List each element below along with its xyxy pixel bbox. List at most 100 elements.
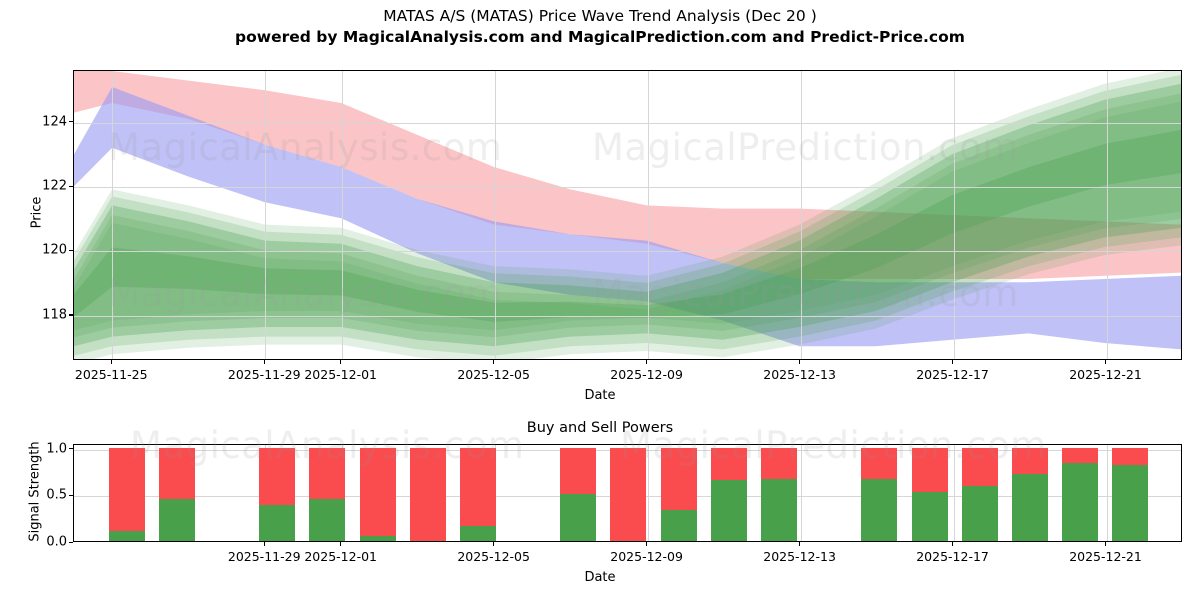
- powers-x-tick: 2025-12-01: [304, 549, 378, 564]
- powers-y-tick: 0.5: [46, 487, 67, 503]
- price-band-layer: [74, 71, 1181, 359]
- power-bar[interactable]: [309, 447, 346, 541]
- power-bar[interactable]: [1112, 447, 1149, 541]
- tick-mark: [69, 185, 73, 187]
- power-bar[interactable]: [1062, 447, 1099, 541]
- sell-power-segment: [409, 447, 446, 541]
- tick-mark: [493, 542, 495, 546]
- price-y-tick: 122: [42, 178, 67, 194]
- gridline-h: [74, 251, 1181, 253]
- price-band-3: [74, 74, 1181, 338]
- power-bar[interactable]: [560, 447, 597, 541]
- price-x-tick: 2025-12-01: [304, 367, 378, 382]
- buy-power-segment: [459, 526, 496, 541]
- gridline-v: [800, 71, 802, 359]
- price-y-axis-title: Price: [29, 196, 45, 229]
- buy-power-segment: [309, 499, 346, 541]
- power-bar[interactable]: [259, 447, 296, 541]
- tick-mark: [340, 360, 342, 364]
- tick-mark: [263, 360, 265, 364]
- power-bar[interactable]: [158, 447, 195, 541]
- sell-power-segment: [861, 447, 898, 480]
- power-bar[interactable]: [710, 447, 747, 541]
- buy-power-segment: [560, 494, 597, 541]
- sell-power-segment: [158, 447, 195, 500]
- buy-power-segment: [861, 479, 898, 541]
- power-bar[interactable]: [761, 447, 798, 541]
- gridline-v: [647, 445, 649, 541]
- power-bar[interactable]: [961, 447, 998, 541]
- price-x-tick: 2025-12-13: [763, 367, 836, 382]
- gridline-h: [74, 315, 1181, 317]
- sell-power-segment: [309, 447, 346, 500]
- power-bar[interactable]: [359, 447, 396, 541]
- price-band-3: [74, 101, 1181, 359]
- tick-mark: [69, 314, 73, 316]
- power-bar[interactable]: [660, 447, 697, 541]
- buy-power-segment: [761, 479, 798, 541]
- powers-x-tick: 2025-12-17: [916, 549, 989, 564]
- powers-x-tick: 2025-12-05: [457, 549, 530, 564]
- powers-x-tick: 2025-12-09: [610, 549, 683, 564]
- buy-power-segment: [1112, 464, 1149, 541]
- sell-power-segment: [1112, 447, 1149, 465]
- powers-x-axis-title: Date: [584, 570, 616, 585]
- powers-x-tick: 2025-11-29: [227, 549, 301, 564]
- tick-mark: [952, 360, 954, 364]
- sell-power-segment: [1011, 447, 1048, 474]
- tick-mark: [1105, 360, 1107, 364]
- buy-power-segment: [1062, 462, 1099, 541]
- buy-power-segment: [108, 530, 145, 541]
- gridline-v: [647, 71, 649, 359]
- tick-mark: [69, 494, 73, 497]
- tick-mark: [493, 360, 495, 364]
- tick-mark: [263, 542, 265, 546]
- price-y-tick: 124: [42, 114, 67, 130]
- powers-y-tick: 1.0: [46, 441, 67, 457]
- price-x-axis-title: Date: [584, 388, 616, 403]
- chart-header: MATAS A/S (MATAS) Price Wave Trend Analy…: [0, 6, 1200, 48]
- powers-x-tick: 2025-12-13: [763, 549, 836, 564]
- price-x-tick: 2025-11-29: [227, 367, 301, 382]
- sell-power-segment: [560, 447, 597, 495]
- buy-sell-powers-chart: [73, 444, 1182, 542]
- power-bar[interactable]: [459, 447, 496, 541]
- power-bar[interactable]: [108, 447, 145, 541]
- price-wave-chart: [73, 70, 1182, 360]
- power-bar[interactable]: [409, 447, 446, 541]
- buy-power-segment: [359, 536, 396, 541]
- price-band-2: [74, 86, 1181, 350]
- tick-mark: [1105, 542, 1107, 546]
- power-bar[interactable]: [1011, 447, 1048, 541]
- sell-power-segment: [359, 447, 396, 537]
- price-x-tick: 2025-12-21: [1069, 367, 1142, 382]
- power-bar[interactable]: [861, 447, 898, 541]
- tick-mark: [69, 249, 73, 252]
- power-bar[interactable]: [911, 447, 948, 541]
- tick-mark: [799, 542, 801, 546]
- sell-power-segment: [911, 447, 948, 492]
- tick-mark: [340, 542, 342, 546]
- powers-x-tick: 2025-12-21: [1069, 549, 1142, 564]
- tick-mark: [646, 360, 648, 364]
- price-y-tick: 120: [42, 242, 67, 258]
- buy-power-segment: [961, 485, 998, 541]
- buy-power-segment: [660, 510, 697, 541]
- powers-y-tick: 0.0: [46, 534, 67, 550]
- gridline-v: [112, 71, 114, 359]
- sell-power-segment: [660, 447, 697, 511]
- sell-power-segment: [710, 447, 747, 481]
- page-subtitle: powered by MagicalAnalysis.com and Magic…: [235, 28, 965, 46]
- buy-power-segment: [1011, 473, 1048, 541]
- price-band-3: [74, 71, 1181, 331]
- gridline-v: [494, 71, 496, 359]
- price-x-tick: 2025-12-17: [916, 367, 989, 382]
- gridline-h: [74, 122, 1181, 124]
- tick-mark: [799, 360, 801, 364]
- sell-power-segment: [459, 447, 496, 527]
- gridline-v: [1106, 445, 1108, 541]
- power-bar[interactable]: [610, 447, 647, 541]
- gridline-v: [953, 445, 955, 541]
- sell-power-segment: [108, 447, 145, 531]
